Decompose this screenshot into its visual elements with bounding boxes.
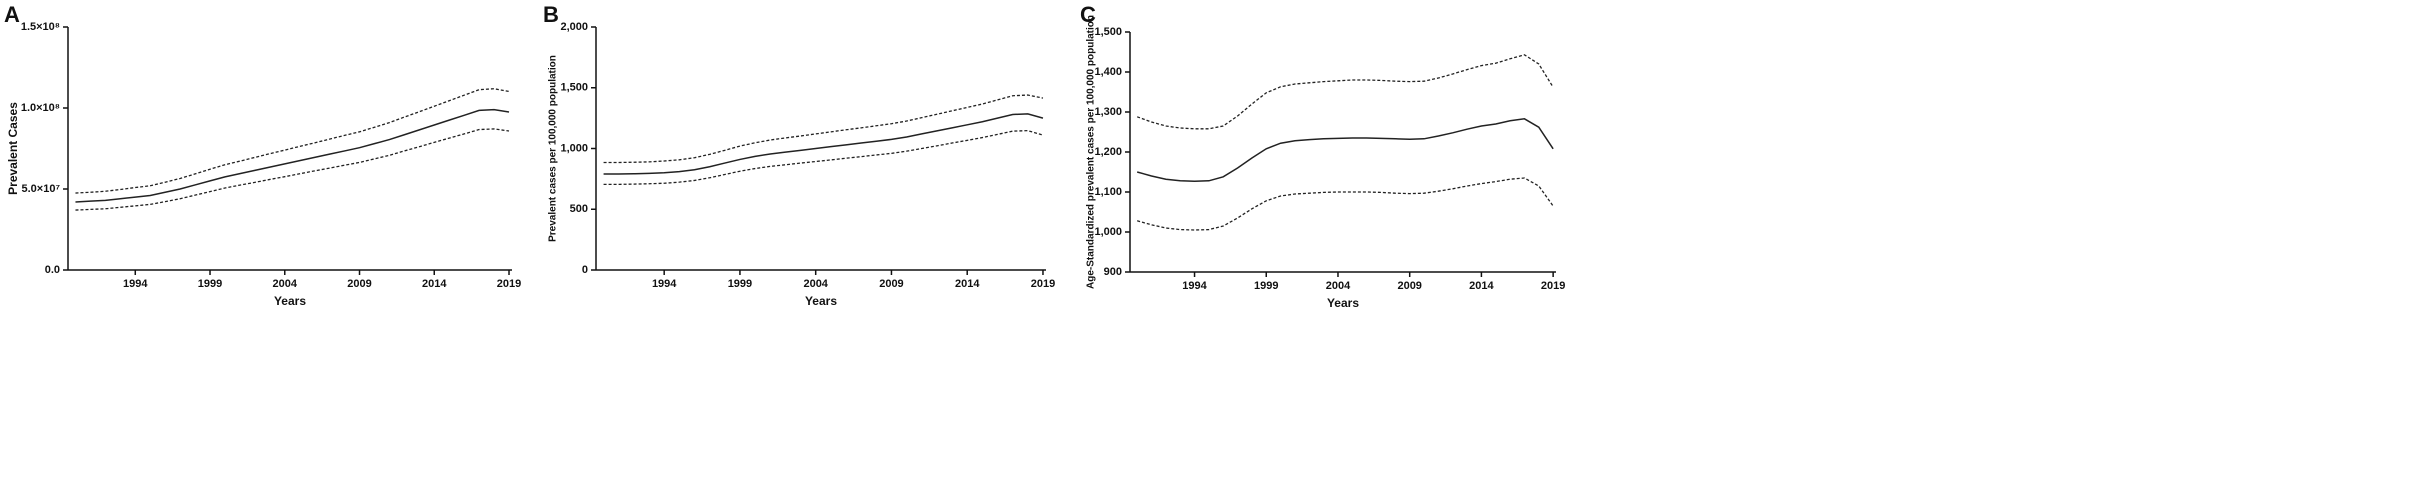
estimate-line [603, 113, 1044, 175]
y-tick-label: 900 [1104, 266, 1122, 278]
interval-line [603, 94, 1044, 164]
x-tick-label: 2009 [1397, 280, 1421, 292]
x-tick-label: 2019 [497, 278, 521, 290]
x-tick-label: 1999 [198, 278, 222, 290]
y-tick-label: 1,500 [560, 82, 588, 94]
x-axis-title: Years [1327, 296, 1359, 310]
x-tick-label: 1994 [1182, 280, 1207, 292]
x-tick-label: 2014 [955, 278, 980, 290]
y-tick-label: 1,100 [1094, 186, 1122, 198]
x-tick-label: 1994 [123, 278, 148, 290]
x-tick-label: 2014 [1469, 280, 1494, 292]
x-tick-label: 1994 [652, 278, 677, 290]
y-tick-label: 1,200 [1094, 146, 1122, 158]
y-tick-label: 1,400 [1094, 66, 1122, 78]
y-tick-label: 1,300 [1094, 106, 1122, 118]
interval-line [1136, 177, 1554, 231]
interval-line [75, 128, 510, 211]
x-tick-label: 1999 [728, 278, 752, 290]
x-axis-title: Years [274, 294, 306, 308]
panel-label: A [4, 2, 20, 27]
panel-label: B [543, 2, 559, 27]
interval-line [603, 129, 1044, 185]
estimate-line [1136, 118, 1554, 182]
y-tick-label: 5.0×10⁷ [22, 183, 61, 195]
x-axis-title: Years [805, 294, 837, 308]
y-tick-label: 500 [570, 203, 588, 215]
x-tick-label: 2004 [803, 278, 828, 290]
y-tick-label: 1.5×10⁸ [21, 21, 60, 33]
x-tick-label: 2009 [347, 278, 371, 290]
y-tick-label: 0 [582, 264, 588, 276]
y-tick-label: 0.0 [45, 264, 60, 276]
x-tick-label: 2019 [1541, 280, 1565, 292]
x-tick-label: 2009 [879, 278, 903, 290]
y-axis-title: Prevalent cases per 100,000 population [548, 55, 559, 242]
interval-line [1136, 54, 1554, 130]
y-axis-title: Prevalent Cases [6, 102, 20, 195]
x-tick-label: 2019 [1031, 278, 1055, 290]
x-tick-label: 1999 [1254, 280, 1278, 292]
y-tick-label: 1,000 [560, 142, 588, 154]
estimate-line [75, 108, 510, 203]
y-tick-label: 2,000 [560, 21, 588, 33]
y-tick-label: 1.0×10⁸ [21, 102, 60, 114]
y-tick-label: 1,000 [1094, 226, 1122, 238]
x-tick-label: 2014 [422, 278, 447, 290]
y-axis-title: Age-Standardized prevalent cases per 100… [1086, 15, 1097, 289]
x-tick-label: 2004 [1326, 280, 1351, 292]
interval-line [75, 88, 510, 194]
y-tick-label: 1,500 [1094, 26, 1122, 38]
panel-label: C [1080, 2, 1096, 27]
x-tick-label: 2004 [273, 278, 298, 290]
